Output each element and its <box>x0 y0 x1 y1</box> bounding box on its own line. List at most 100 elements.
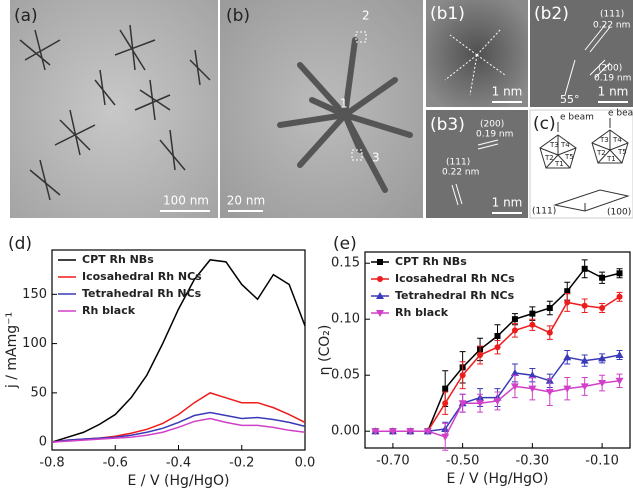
lattice-note: 0.22 nm <box>442 168 479 178</box>
y-tick-label: 50 <box>30 385 47 400</box>
facet-note: T2 <box>544 154 554 162</box>
x-tick-label: -0.6 <box>103 456 128 471</box>
panel-a: (a) 100 nm <box>10 0 218 218</box>
series-line <box>51 417 306 443</box>
marker <box>442 385 449 392</box>
legend-marker <box>377 259 383 265</box>
legend-marker <box>376 310 384 317</box>
scale-bar <box>492 101 522 103</box>
pentagon <box>539 134 577 169</box>
facet-note: T1 <box>554 160 564 168</box>
nanobranches <box>277 37 413 193</box>
lattice-note: (111) <box>600 10 624 20</box>
y-axis-label: η (CO₂) <box>317 325 333 376</box>
scale-text: 1 nm <box>598 85 629 99</box>
marker <box>511 327 518 334</box>
legend-label: Tetrahedral Rh NCs <box>395 289 515 302</box>
marker <box>564 299 571 306</box>
hrtem-image <box>530 0 633 107</box>
marker <box>545 389 554 396</box>
marker <box>546 305 553 311</box>
x-tick-label: 0.0 <box>295 456 316 471</box>
y-tick-label: 100 <box>22 336 47 351</box>
legend-marker <box>377 276 383 282</box>
panel-b3: (200) 0.19 nm (111) 0.22 nm (b3) 1 nm <box>426 110 528 218</box>
marker <box>510 368 519 376</box>
panel-label: (b3) <box>430 115 465 135</box>
lattice-note: 0.22 nm <box>593 21 630 31</box>
panel-b2: (111) 0.22 nm (200) 0.19 nm 55° (b2) 1 n… <box>530 0 633 107</box>
scale-text: 20 nm <box>227 194 265 208</box>
tem-image <box>10 0 218 218</box>
beam-note: e beam <box>560 113 594 123</box>
marker <box>563 385 572 393</box>
marker <box>580 383 589 391</box>
marker <box>406 428 415 436</box>
scale-bar <box>492 212 522 214</box>
facet-note: T5 <box>564 153 574 161</box>
y-tick-label: 150 <box>22 287 47 302</box>
facet-lines <box>539 130 629 169</box>
panel-label: (b2) <box>534 4 569 24</box>
panel-label: (a) <box>14 6 38 26</box>
panel-label: (e) <box>333 234 357 254</box>
panel-c: e beam e beam T3 T4 T2 T1 T5 T3 T4 T2 T1… <box>529 109 633 219</box>
nanowires <box>19 24 211 201</box>
scale-text: 1 nm <box>492 196 523 210</box>
lattice-lines <box>564 24 611 96</box>
marker <box>493 397 502 405</box>
panel-b1: (b1) 1 nm <box>426 0 528 107</box>
facet-note: T3 <box>599 136 609 144</box>
x-tick-label: -0.70 <box>376 454 410 469</box>
x-tick-label: -0.4 <box>166 456 191 471</box>
y-tick-label: 0.00 <box>331 424 360 439</box>
series-line <box>51 392 306 443</box>
marker <box>581 302 588 309</box>
marker <box>615 377 624 385</box>
legend-marker <box>376 292 384 299</box>
legend-label: CPT Rh NBs <box>82 253 154 266</box>
beam-arrow <box>557 118 611 132</box>
marker <box>598 380 607 388</box>
marker <box>616 270 623 277</box>
x-tick-label: -0.2 <box>229 456 254 471</box>
scale-text: 100 nm <box>163 194 209 208</box>
region-label: 2 <box>362 9 370 23</box>
wire-sketch <box>553 189 630 212</box>
scale-text: 1 nm <box>492 85 523 99</box>
legend-label: Icosahedral Rh NCs <box>82 270 202 283</box>
marker <box>494 333 501 339</box>
marker <box>423 428 432 436</box>
marker <box>546 329 553 336</box>
marker <box>528 385 537 393</box>
marker <box>615 351 624 359</box>
y-tick-label: 0.05 <box>331 368 360 383</box>
facet-note: (111) <box>532 207 556 217</box>
scale-bar <box>598 101 628 103</box>
x-axis-label: E / V (Hg/HgO) <box>447 471 549 487</box>
region-label: 3 <box>372 151 380 165</box>
facet-note: T4 <box>560 141 570 149</box>
scale-bar <box>160 210 210 212</box>
facet-note: T4 <box>612 136 622 144</box>
panel-b: 1 2 3 (b) 20 nm <box>220 0 423 218</box>
legend-label: CPT Rh NBs <box>395 255 467 268</box>
twin-lines <box>444 29 506 96</box>
marker <box>458 400 467 408</box>
marker <box>371 428 380 436</box>
chart: (e) -0.70 -0.50 -0.30 -0.10 0.00 0.05 0.10 0.15 E… <box>317 234 631 487</box>
panel-label: (b) <box>226 6 250 26</box>
lattice-lines <box>451 139 499 206</box>
beam-note: e beam <box>608 109 633 119</box>
marker <box>529 321 536 328</box>
pentagon <box>591 129 629 164</box>
legend-label: Rh black <box>395 306 449 319</box>
y-tick-label: 0.15 <box>331 256 360 271</box>
chart: (d) -0.8 -0.6 -0.4 -0.2 0.0 0 50 100 150 E / V (Hg… <box>4 234 315 489</box>
marker <box>563 353 572 361</box>
x-tick-label: -0.50 <box>446 454 480 469</box>
marker <box>529 310 536 317</box>
series-line <box>51 411 306 443</box>
lattice-note: (200) <box>598 64 622 74</box>
marker <box>581 265 588 272</box>
